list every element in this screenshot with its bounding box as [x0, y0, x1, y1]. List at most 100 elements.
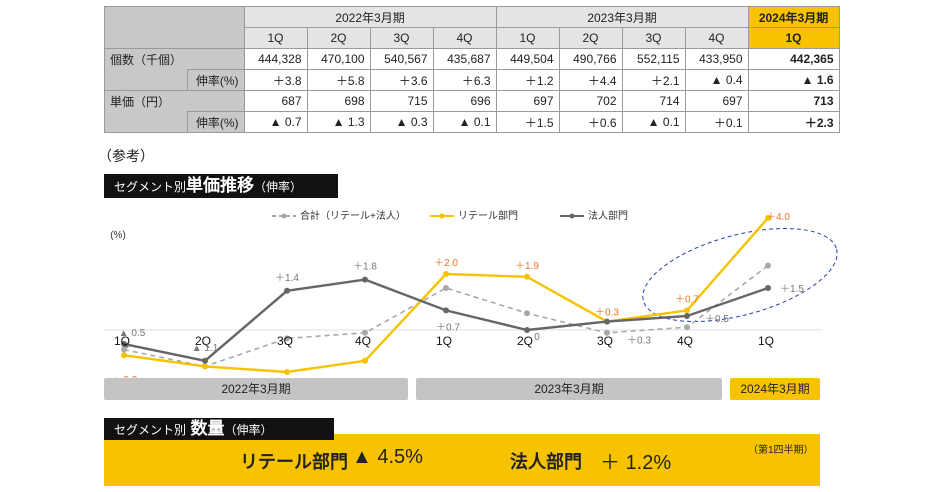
corp-data-label: ＋0.3	[627, 336, 651, 347]
row-sublabel	[187, 90, 245, 112]
legend-label: 法人部門	[588, 209, 628, 222]
highlight-ellipse	[642, 227, 838, 323]
legend-label: リテール部門	[458, 209, 518, 222]
table-cell: ▲ 0.4	[684, 69, 749, 91]
table-row: 伸率(%) ＋3.8 ＋5.8 ＋3.6 ＋6.3 ＋1.2 ＋4.4 ＋2.1 ▲ 0.4 ▲ …	[104, 69, 840, 91]
segment-qty-title: セグメント別 数量（伸率）	[104, 418, 334, 440]
segment-price-title: セグメント別単価推移（伸率）	[104, 174, 338, 198]
quarter-header: 4Q	[432, 27, 497, 49]
period-header: 2024年3月期	[747, 6, 840, 28]
retail-data-label: ▲ 0.9	[111, 375, 138, 380]
table-cell: ▲ 1.6	[747, 69, 840, 91]
corp-data-label: ＋1.5	[780, 284, 804, 295]
table-cell: 444,328	[243, 48, 308, 70]
row-label	[104, 111, 188, 133]
quantity-bar: リテール部門 ▲ 4.5% 法人部門 ＋ 1.2%	[104, 434, 820, 486]
series-line	[123, 264, 769, 368]
quarter-header: 4Q	[684, 27, 749, 49]
table-cell: ＋2.1	[621, 69, 686, 91]
table-cell: ▲ 0.3	[369, 111, 434, 133]
qty-retail-value: ▲ 4.5%	[352, 446, 423, 468]
table-cell: 449,504	[495, 48, 560, 70]
table-cell: 433,950	[684, 48, 749, 70]
table-cell: 435,687	[432, 48, 497, 70]
retail-data-label: ＋1.9	[515, 261, 539, 272]
segment-price-small: セグメント別	[114, 180, 187, 194]
table-cell: ▲ 0.1	[432, 111, 497, 133]
data-point	[443, 285, 449, 291]
qty-corp-value: ＋ 1.2%	[600, 452, 672, 474]
period-header: 2022年3月期	[243, 6, 497, 28]
corp-data-label: ＋0.7	[436, 322, 460, 333]
corp-data-label: ＋1.4	[275, 273, 299, 284]
data-point	[202, 363, 208, 370]
data-point	[362, 276, 368, 283]
retail-data-label: ＋0.7	[675, 294, 699, 305]
y-axis-label: (%)	[110, 230, 126, 241]
qty-corp-label: 法人部門	[510, 452, 582, 472]
table-cell: 713	[747, 90, 840, 112]
table-cell: ＋0.6	[558, 111, 623, 133]
data-point	[443, 307, 449, 314]
corp-data-label: ▲ 1.1	[192, 343, 219, 354]
data-point	[524, 273, 530, 280]
quarter-header: 2Q	[306, 27, 371, 49]
table-row: 単価（円） 687 698 715 696 697 702 714 697 713	[104, 90, 840, 112]
data-point	[121, 352, 127, 359]
table-cell: ＋1.5	[495, 111, 560, 133]
table-cell: 540,567	[369, 48, 434, 70]
segment-qty-suffix: （伸率）	[224, 423, 273, 437]
segment-qty-big: 数量	[190, 419, 225, 438]
legend-marker	[439, 213, 445, 219]
data-point	[604, 329, 610, 336]
data-point	[524, 310, 530, 317]
segment-price-suffix: （伸率）	[254, 180, 303, 194]
table-cell: 697	[684, 90, 749, 112]
data-point	[443, 271, 449, 277]
table-cell: ＋0.1	[684, 111, 749, 133]
data-point	[284, 335, 290, 342]
table-corner	[104, 6, 245, 49]
kpi-table: 2022年3月期 2023年3月期 2024年3月期 1Q 2Q 3Q 4Q 1Q 2Q 3Q 4Q…	[104, 6, 840, 133]
data-point	[284, 287, 290, 294]
quarter-header: 1Q	[747, 27, 840, 49]
table-cell: ＋6.3	[432, 69, 497, 91]
table-row: 伸率(%) ▲ 0.7 ▲ 1.3 ▲ 0.3 ▲ 0.1 ＋1.5 ＋0.6 ▲ 0.1 ＋0…	[104, 111, 840, 133]
unit-price-chart: (%) 合計（リテール+法人） リテール部門 法人部門 1Q 2Q 3Q 4Q 1Q 2Q 3Q 4Q…	[104, 209, 838, 380]
x-tick-label: 1Q	[114, 334, 130, 348]
quarter-header: 1Q	[243, 27, 308, 49]
x-tick-label: 1Q	[758, 334, 774, 348]
table-cell: ＋4.4	[558, 69, 623, 91]
reference-label: （参考）	[98, 148, 154, 164]
quarter-header: 2Q	[558, 27, 623, 49]
quarter-header: 3Q	[621, 27, 686, 49]
x-tick-label: 2Q	[195, 334, 211, 348]
qty-retail-label: リテール部門	[240, 452, 348, 472]
x-tick-label: 1Q	[436, 334, 452, 348]
table-cell: 687	[243, 90, 308, 112]
table-cell: 442,365	[747, 48, 840, 70]
data-point	[684, 313, 690, 319]
table-cell: 714	[621, 90, 686, 112]
data-point	[765, 285, 771, 291]
data-point	[362, 357, 368, 364]
period-2022: 2022年3月期	[104, 378, 408, 400]
row-sublabel: 伸率(%)	[186, 69, 245, 91]
data-point	[765, 215, 771, 221]
retail-data-label: ＋0.3	[595, 308, 619, 319]
data-point	[765, 262, 771, 269]
row-label: 個数（千個）	[104, 48, 188, 70]
row-label: 単価（円）	[104, 90, 188, 112]
table-cell: ＋3.8	[243, 69, 308, 91]
table-cell: 490,766	[558, 48, 623, 70]
quarter-header: 3Q	[369, 27, 434, 49]
retail-data-label: ＋4.0	[766, 212, 790, 223]
table-cell: ▲ 0.7	[243, 111, 308, 133]
table-cell: 702	[558, 90, 623, 112]
series-line	[123, 278, 769, 363]
period-2024: 2024年3月期	[730, 378, 820, 400]
data-point	[284, 369, 290, 375]
qty-note: （第1四半期）	[748, 445, 814, 456]
data-point	[524, 327, 530, 333]
corp-data-label: ＋1.8	[353, 262, 377, 273]
